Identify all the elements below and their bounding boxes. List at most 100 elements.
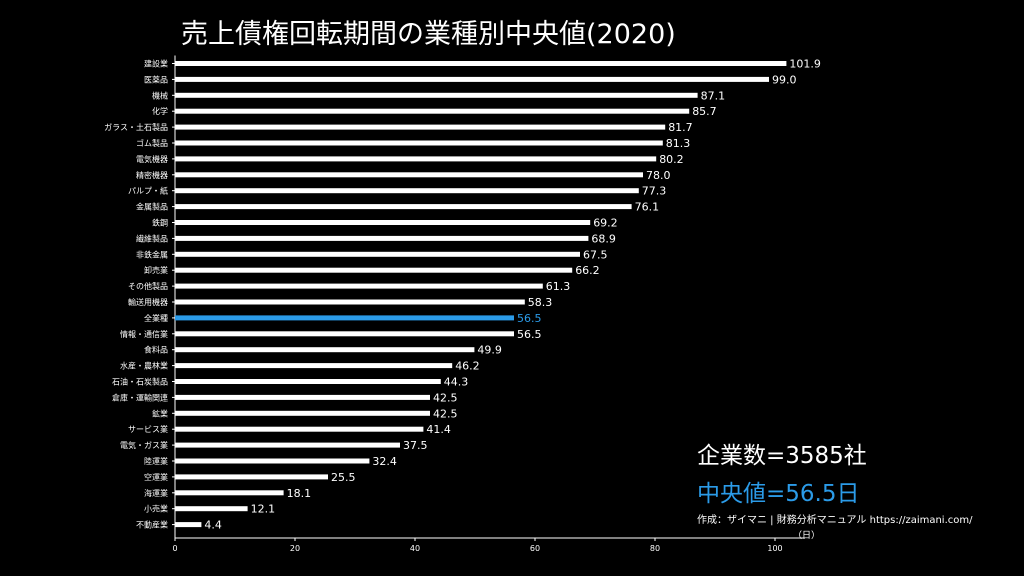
bar: [175, 442, 400, 448]
x-tick-label: 40: [410, 544, 420, 553]
data-label: 12.1: [251, 503, 276, 516]
bar: [175, 108, 690, 114]
bar: [175, 267, 573, 273]
category-label: 化学: [152, 106, 168, 116]
bar: [175, 394, 430, 400]
data-label: 56.5: [517, 312, 542, 325]
data-label: 42.5: [433, 407, 458, 420]
data-label: 69.2: [593, 217, 618, 230]
category-label: その他製品: [128, 281, 168, 291]
x-tick-label: 100: [767, 544, 782, 553]
data-label: 25.5: [331, 471, 356, 484]
data-label: 56.5: [517, 328, 542, 341]
category-label: 建設業: [144, 59, 168, 69]
category-label: 水産・農林業: [120, 361, 168, 371]
category-label: 石油・石炭製品: [112, 377, 168, 387]
company-count-label: 企業数=3585社: [697, 443, 867, 469]
bar: [175, 506, 248, 512]
data-label: 41.4: [426, 423, 451, 436]
category-label: 情報・通信業: [120, 329, 168, 339]
category-label: ガラス・土石製品: [104, 122, 168, 132]
bar: [175, 204, 632, 210]
x-tick-label: 20: [290, 544, 300, 553]
category-label: 非鉄金属: [136, 249, 168, 259]
bar: [175, 347, 475, 353]
bar: [175, 331, 514, 337]
data-label: 85.7: [692, 105, 717, 118]
data-label: 46.2: [455, 360, 480, 373]
credit-label: 作成：ザイマニ | 財務分析マニュアル https://zaimani.com/: [697, 515, 973, 526]
category-label: 医薬品: [144, 74, 168, 84]
data-label: 101.9: [789, 58, 821, 71]
bar: [175, 363, 453, 369]
category-label: 卸売業: [144, 265, 168, 275]
data-label: 81.7: [668, 121, 693, 134]
bar: [175, 251, 580, 257]
bar: [175, 156, 657, 162]
x-tick-label: 0: [172, 544, 177, 553]
category-label: 鉄鋼: [152, 218, 168, 228]
data-label: 99.0: [772, 73, 797, 86]
data-label: 68.9: [591, 232, 616, 245]
category-label: 電気機器: [136, 154, 168, 164]
category-label: ゴム製品: [136, 138, 168, 148]
bar: [175, 235, 589, 241]
bar: [175, 61, 787, 66]
data-label: 58.3: [528, 296, 553, 309]
bar: [175, 490, 284, 496]
bar: [175, 474, 328, 480]
data-label: 61.3: [546, 280, 571, 293]
data-label: 67.5: [583, 248, 608, 261]
x-tick-label: 80: [650, 544, 660, 553]
bar: [175, 188, 639, 194]
bar: [175, 379, 441, 384]
bar: [175, 410, 430, 416]
bar: [175, 140, 663, 146]
data-label: 49.9: [477, 344, 502, 357]
category-label: 繊維製品: [136, 233, 168, 243]
bar: [175, 283, 543, 289]
data-label: 76.1: [635, 201, 660, 214]
chart-title: 売上債権回転期間の業種別中央値(2020): [181, 19, 676, 50]
bar: [175, 92, 698, 98]
data-label: 78.0: [646, 169, 671, 182]
x-tick-label: 60: [530, 544, 540, 553]
category-label: 精密機器: [136, 170, 168, 180]
category-label: 陸運業: [144, 456, 168, 466]
category-label: 海運業: [144, 488, 168, 498]
median-label: 中央値=56.5日: [697, 481, 860, 507]
data-label: 42.5: [433, 391, 458, 404]
category-label: 不動産業: [136, 520, 168, 530]
category-label: 輸送用機器: [128, 297, 168, 307]
data-label: 87.1: [701, 89, 726, 102]
bar: [175, 220, 591, 225]
category-label: サービス業: [128, 424, 168, 434]
category-label: パルプ・紙: [128, 186, 168, 196]
category-label: 倉庫・運輸関連: [112, 392, 168, 402]
bar: [175, 124, 666, 130]
data-label: 80.2: [659, 153, 684, 166]
data-label: 18.1: [287, 487, 312, 500]
data-label: 4.4: [204, 519, 222, 532]
data-label: 66.2: [575, 264, 600, 277]
category-label: 機械: [152, 90, 168, 100]
category-label: 金属製品: [136, 202, 168, 212]
data-label: 81.3: [666, 137, 691, 150]
bar: [175, 315, 514, 321]
bar: [175, 426, 424, 432]
category-label: 電気・ガス業: [120, 440, 168, 450]
unit-label: （日）: [793, 531, 821, 541]
category-label: 全業種: [144, 313, 168, 323]
category-label: 空運業: [144, 472, 168, 482]
data-label: 37.5: [403, 439, 428, 452]
bar: [175, 76, 769, 82]
bar: [175, 299, 525, 305]
bar: [175, 458, 370, 464]
category-label: 鉱業: [152, 408, 168, 418]
bar: [175, 522, 202, 528]
bar: [175, 172, 643, 178]
data-label: 77.3: [642, 185, 667, 198]
data-label: 44.3: [444, 376, 469, 389]
category-label: 食料品: [144, 345, 168, 355]
